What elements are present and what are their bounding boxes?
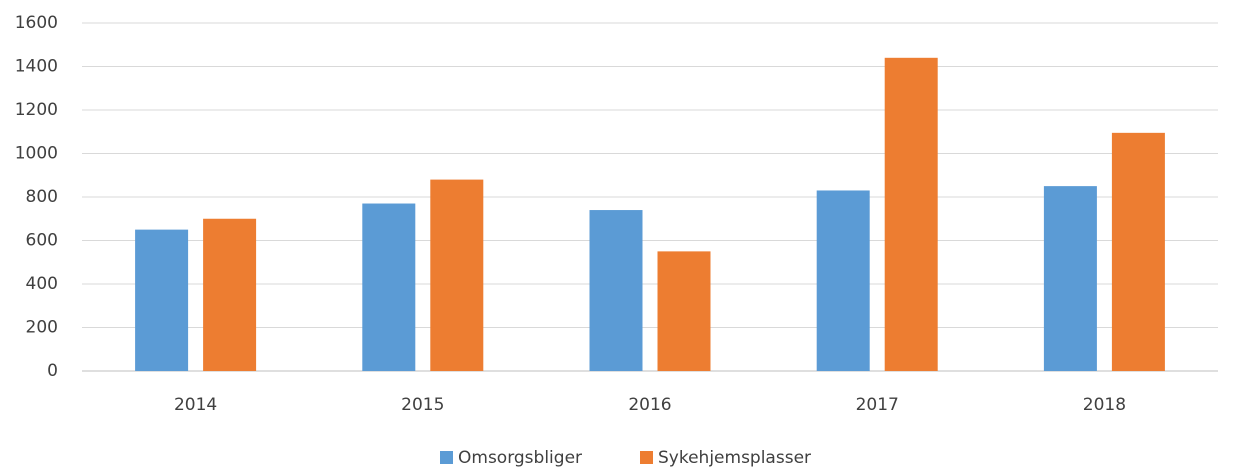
bar bbox=[430, 179, 484, 371]
y-tick-label: 1600 bbox=[15, 13, 58, 33]
bar bbox=[589, 210, 643, 371]
y-tick-label: 800 bbox=[26, 187, 58, 207]
y-tick-label: 1200 bbox=[15, 100, 58, 120]
y-tick-label: 1000 bbox=[15, 144, 58, 164]
bar bbox=[884, 57, 938, 372]
y-tick-label: 200 bbox=[26, 318, 58, 338]
bar bbox=[203, 218, 257, 371]
bar bbox=[657, 251, 711, 371]
x-tick-label: 2017 bbox=[856, 395, 899, 415]
x-tick-label: 2014 bbox=[174, 395, 217, 415]
y-tick-label: 0 bbox=[47, 361, 58, 381]
bar bbox=[816, 190, 870, 371]
x-tick-label: 2018 bbox=[1083, 395, 1126, 415]
bar bbox=[362, 203, 416, 371]
y-tick-label: 600 bbox=[26, 231, 58, 251]
y-tick-label: 1400 bbox=[15, 57, 58, 77]
legend-swatch bbox=[640, 451, 653, 464]
legend-swatch bbox=[440, 451, 453, 464]
bar bbox=[135, 229, 189, 371]
x-tick-label: 2016 bbox=[628, 395, 671, 415]
y-tick-label: 400 bbox=[26, 274, 58, 294]
x-tick-label: 2015 bbox=[401, 395, 444, 415]
bar bbox=[1111, 132, 1165, 371]
bar bbox=[1043, 186, 1097, 371]
legend-label: Sykehjemsplasser bbox=[658, 448, 811, 468]
legend-label: Omsorgsbliger bbox=[458, 448, 582, 468]
